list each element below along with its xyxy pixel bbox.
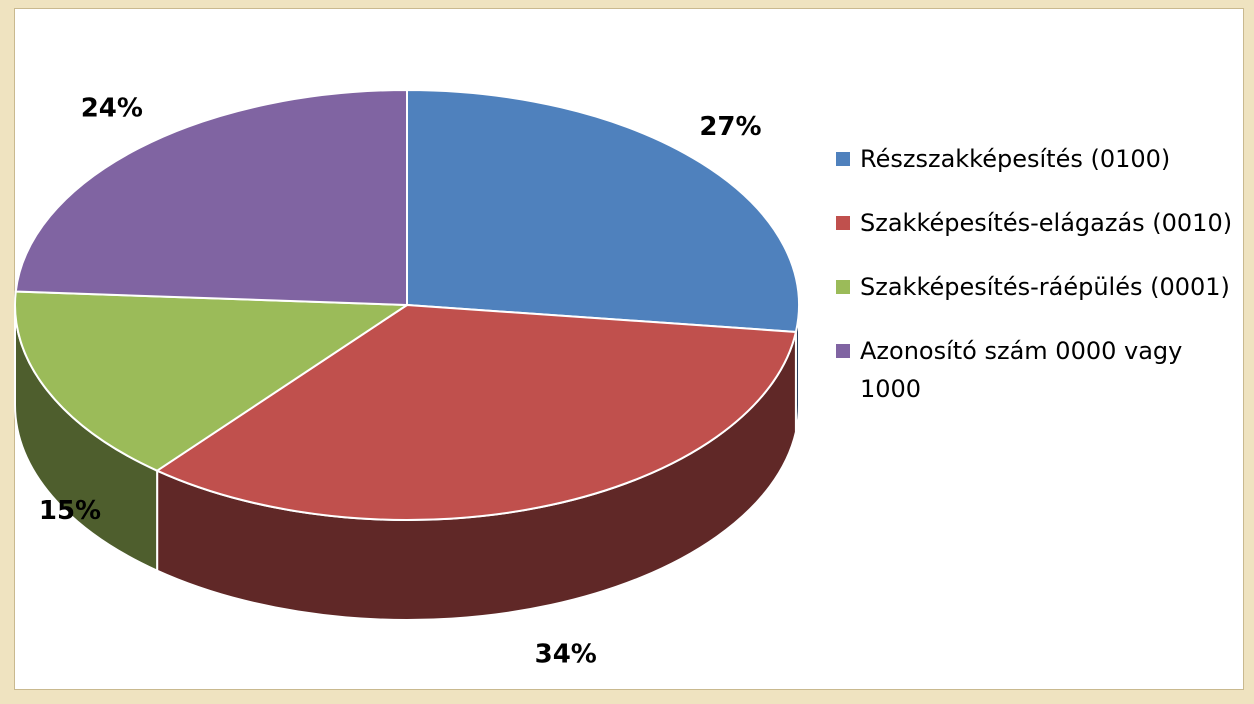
legend-item: Szakképesítés-ráépülés (0001) xyxy=(836,268,1236,306)
legend-item: Azonosító szám 0000 vagy 1000 xyxy=(836,332,1236,408)
pie-slice xyxy=(14,290,411,472)
legend-swatch xyxy=(836,152,850,166)
legend-swatch xyxy=(836,216,850,230)
data-label: 27% xyxy=(699,112,761,142)
pie-slice xyxy=(155,303,798,521)
pie-slice xyxy=(406,88,800,334)
legend: Részszakképesítés (0100) Szakképesítés-el… xyxy=(836,140,1236,434)
legend-swatch xyxy=(836,280,850,294)
legend-label: Szakképesítés-ráépülés (0001) xyxy=(860,273,1230,301)
pie-slice xyxy=(14,88,408,307)
data-label: 15% xyxy=(39,496,101,526)
data-label: 34% xyxy=(535,639,597,669)
legend-label: Szakképesítés-elágazás (0010) xyxy=(860,209,1233,237)
legend-swatch xyxy=(836,344,850,358)
legend-label: Azonosító szám 0000 vagy 1000 xyxy=(860,337,1183,403)
data-label: 24% xyxy=(81,94,143,124)
legend-item: Szakképesítés-elágazás (0010) xyxy=(836,204,1236,242)
legend-item: Részszakképesítés (0100) xyxy=(836,140,1236,178)
legend-label: Részszakképesítés (0100) xyxy=(860,145,1171,173)
